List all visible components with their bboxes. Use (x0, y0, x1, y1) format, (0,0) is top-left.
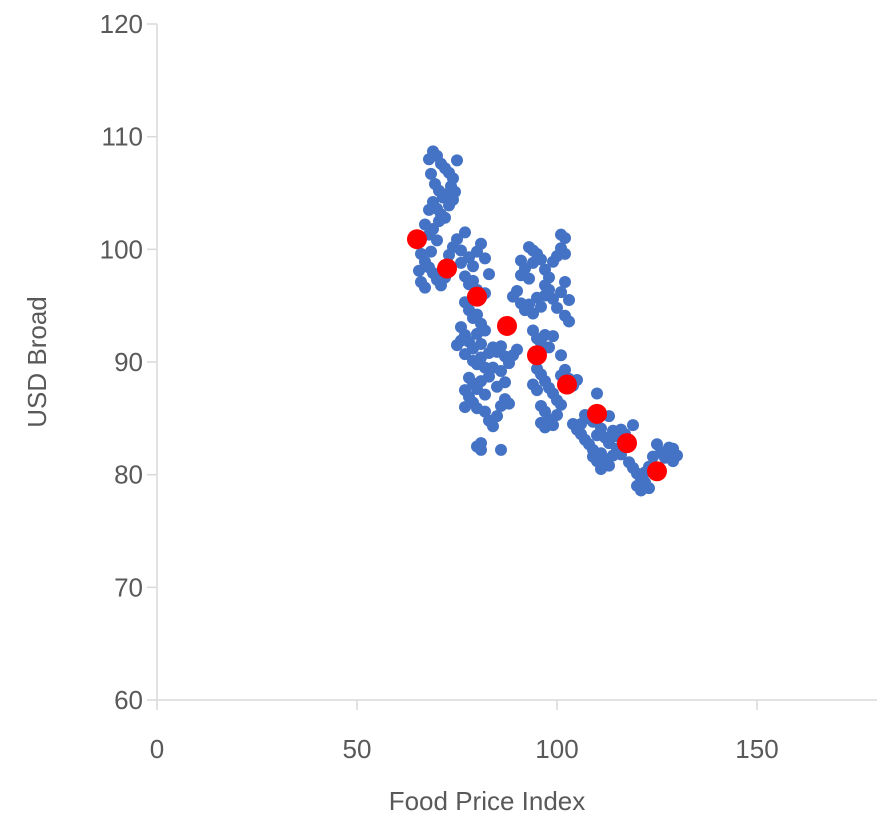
scatter-point (499, 376, 511, 389)
scatter-point (663, 441, 675, 454)
scatter-point (419, 281, 431, 294)
highlight-point (497, 315, 517, 336)
scatter-point (523, 272, 535, 285)
scatter-point (479, 252, 491, 265)
x-tick-label: 150 (735, 734, 778, 764)
scatter-point (563, 315, 575, 328)
scatter-point (535, 253, 547, 266)
scatter-point (551, 301, 563, 314)
y-tick-label: 70 (114, 572, 143, 602)
scatter-point (531, 384, 543, 397)
scatter-point (559, 363, 571, 376)
scatter-point (447, 193, 459, 206)
scatter-point (555, 349, 567, 362)
highlight-point (587, 403, 607, 424)
scatter-point (591, 387, 603, 400)
scatter-point (491, 410, 503, 423)
scatter-point (527, 307, 539, 320)
scatter-point (559, 276, 571, 289)
scatter-point (451, 154, 463, 167)
highlight-point (437, 258, 457, 279)
data-points (407, 145, 683, 497)
highlight-point (527, 345, 547, 366)
scatter-point (667, 455, 679, 468)
scatter-point (425, 167, 437, 180)
scatter-point (523, 298, 535, 311)
scatter-point (559, 232, 571, 245)
scatter-point (455, 256, 467, 269)
axes: 60 70 80 90 100 110 120 0 50 100 150 (100, 9, 877, 764)
scatter-point (551, 408, 563, 421)
scatter-point (547, 330, 559, 343)
scatter-point (483, 370, 495, 383)
scatter-point (479, 405, 491, 418)
scatter-point (495, 443, 507, 456)
y-tick-label: 110 (102, 122, 143, 152)
scatter-point (471, 327, 483, 340)
scatter-point (467, 260, 479, 273)
y-axis-ticks: 60 70 80 90 100 110 120 (100, 9, 157, 715)
scatter-point (563, 294, 575, 307)
scatter-point (627, 419, 639, 432)
highlight-point (407, 229, 427, 250)
y-axis-title: USD Broad (22, 296, 52, 428)
scatter-point (451, 233, 463, 246)
scatter-point (643, 482, 655, 495)
scatter-point (543, 283, 555, 296)
y-tick-label: 80 (114, 460, 143, 490)
scatter-point (459, 401, 471, 414)
y-tick-label: 120 (100, 9, 143, 39)
highlight-point (647, 461, 667, 482)
scatter-point (471, 308, 483, 321)
scatter-point (467, 274, 479, 287)
scatter-point (539, 421, 551, 434)
scatter-point (495, 340, 507, 353)
scatter-point (459, 226, 471, 239)
scatter-point (475, 237, 487, 250)
scatter-point (543, 341, 555, 354)
x-tick-label: 50 (343, 734, 372, 764)
scatter-point (503, 397, 515, 410)
y-tick-label: 90 (114, 347, 143, 377)
scatter-point (451, 339, 463, 352)
scatter-point (555, 286, 567, 299)
scatter-point (515, 254, 527, 267)
scatter-point (479, 388, 491, 401)
scatter-point (419, 218, 431, 231)
scatter-point (455, 244, 467, 257)
scatter-point (499, 350, 511, 363)
scatter-point (423, 203, 435, 216)
scatter-point (425, 245, 437, 258)
scatter-point (595, 422, 607, 435)
x-tick-label: 0 (150, 734, 164, 764)
highlight-point (617, 433, 637, 454)
scatter-point (535, 300, 547, 313)
x-axis-ticks: 0 50 100 150 (150, 700, 779, 764)
scatter-point (547, 292, 559, 305)
scatter-point (431, 234, 443, 247)
scatter-point (559, 247, 571, 260)
y-tick-label: 100 (100, 234, 143, 264)
scatter-point (555, 398, 567, 411)
scatter-point (483, 268, 495, 281)
scatter-point (595, 463, 607, 476)
scatter-point (543, 271, 555, 284)
scatter-point (459, 348, 471, 361)
scatter-point (527, 244, 539, 257)
scatter-point (475, 437, 487, 450)
scatter-point (511, 285, 523, 298)
highlight-point (467, 286, 487, 307)
scatter-point (487, 420, 499, 433)
x-tick-label: 100 (535, 734, 578, 764)
x-axis-title: Food Price Index (389, 786, 586, 816)
scatter-point (413, 264, 425, 277)
highlight-point (557, 374, 577, 395)
scatter-point (475, 337, 487, 350)
y-tick-label: 60 (114, 685, 143, 715)
scatter-point (511, 343, 523, 356)
scatter-point (495, 365, 507, 378)
